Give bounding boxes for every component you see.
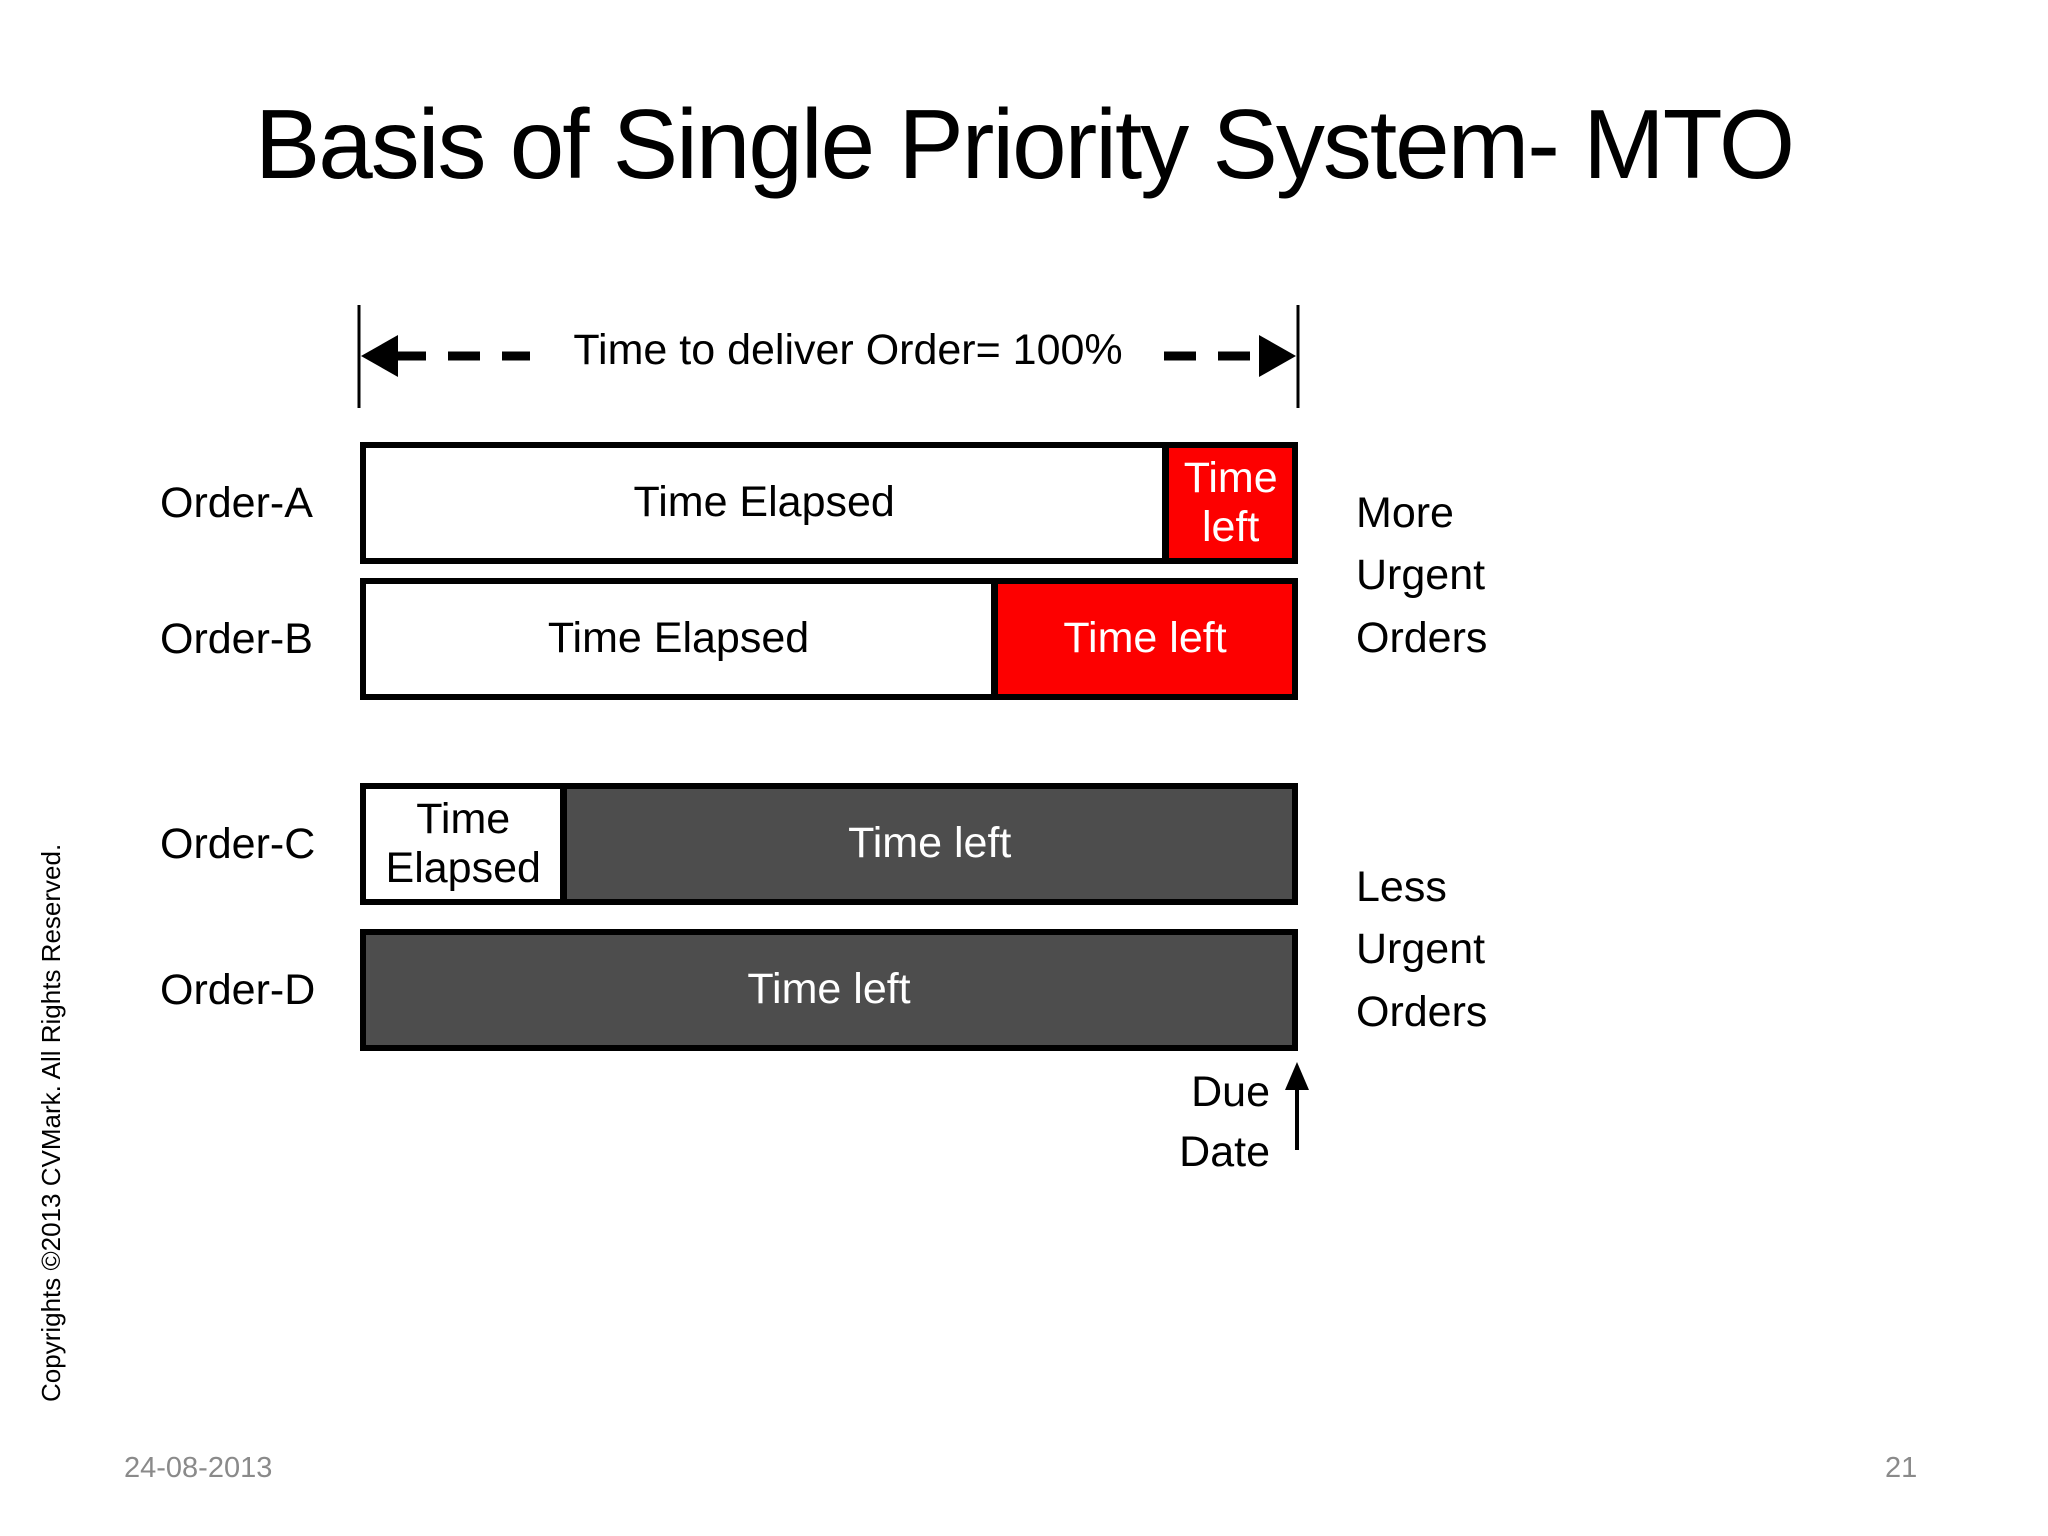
order-a-label: Order-A xyxy=(160,478,313,527)
timespan-annotation: Time to deliver Order= 100% xyxy=(573,326,1123,374)
footer-date: 24-08-2013 xyxy=(124,1452,273,1484)
order-c-elapsed-text: Time Elapsed xyxy=(385,794,541,892)
due-date-up-arrow-icon xyxy=(1285,1062,1309,1150)
order-row-c: Order-C Time Elapsed Time left xyxy=(0,783,2048,905)
order-a-bar: Time Elapsed Time left xyxy=(360,442,1298,564)
less-urgent-orders-label: Less Urgent Orders xyxy=(1356,863,1488,1036)
order-a-timeleft-text: Time left xyxy=(1183,453,1278,551)
order-d-label: Order-D xyxy=(160,965,316,1014)
order-c-bar: Time Elapsed Time left xyxy=(360,783,1298,905)
order-b-elapsed-segment: Time Elapsed xyxy=(366,584,991,694)
page-number: 21 xyxy=(1885,1452,1918,1484)
order-row-b: Order-B Time Elapsed Time left xyxy=(0,578,2048,700)
due-date-label: Due Date xyxy=(1179,1068,1270,1177)
order-b-elapsed-text: Time Elapsed xyxy=(547,614,810,663)
order-b-timeleft-text: Time left xyxy=(1063,614,1227,663)
order-d-timeleft-text: Time left xyxy=(747,965,911,1014)
order-b-label: Order-B xyxy=(160,614,313,663)
order-a-elapsed-text: Time Elapsed xyxy=(633,478,895,527)
order-row-a: Order-A Time Elapsed Time left xyxy=(0,442,2048,564)
order-d-timeleft-segment: Time left xyxy=(366,935,1292,1045)
order-a-elapsed-segment: Time Elapsed xyxy=(366,448,1162,558)
order-a-timeleft-segment: Time left xyxy=(1162,448,1292,558)
arrowhead-left-icon xyxy=(361,335,398,377)
copyright-text: Copyrights ©2013 CVMark. All Rights Rese… xyxy=(36,843,66,1402)
order-row-d: Order-D Time left xyxy=(0,929,2048,1051)
order-b-bar: Time Elapsed Time left xyxy=(360,578,1298,700)
order-b-timeleft-segment: Time left xyxy=(991,584,1292,694)
order-c-timeleft-segment: Time left xyxy=(560,789,1292,899)
order-d-bar: Time left xyxy=(360,929,1298,1051)
order-c-elapsed-segment: Time Elapsed xyxy=(366,789,560,899)
more-urgent-orders-label: More Urgent Orders xyxy=(1356,489,1488,662)
slide-title: Basis of Single Priority System- MTO xyxy=(254,89,1795,199)
timespan-arrow-graphic xyxy=(357,305,1300,408)
order-c-label: Order-C xyxy=(160,819,316,868)
order-c-timeleft-text: Time left xyxy=(848,819,1012,868)
arrowhead-right-icon xyxy=(1259,335,1296,377)
